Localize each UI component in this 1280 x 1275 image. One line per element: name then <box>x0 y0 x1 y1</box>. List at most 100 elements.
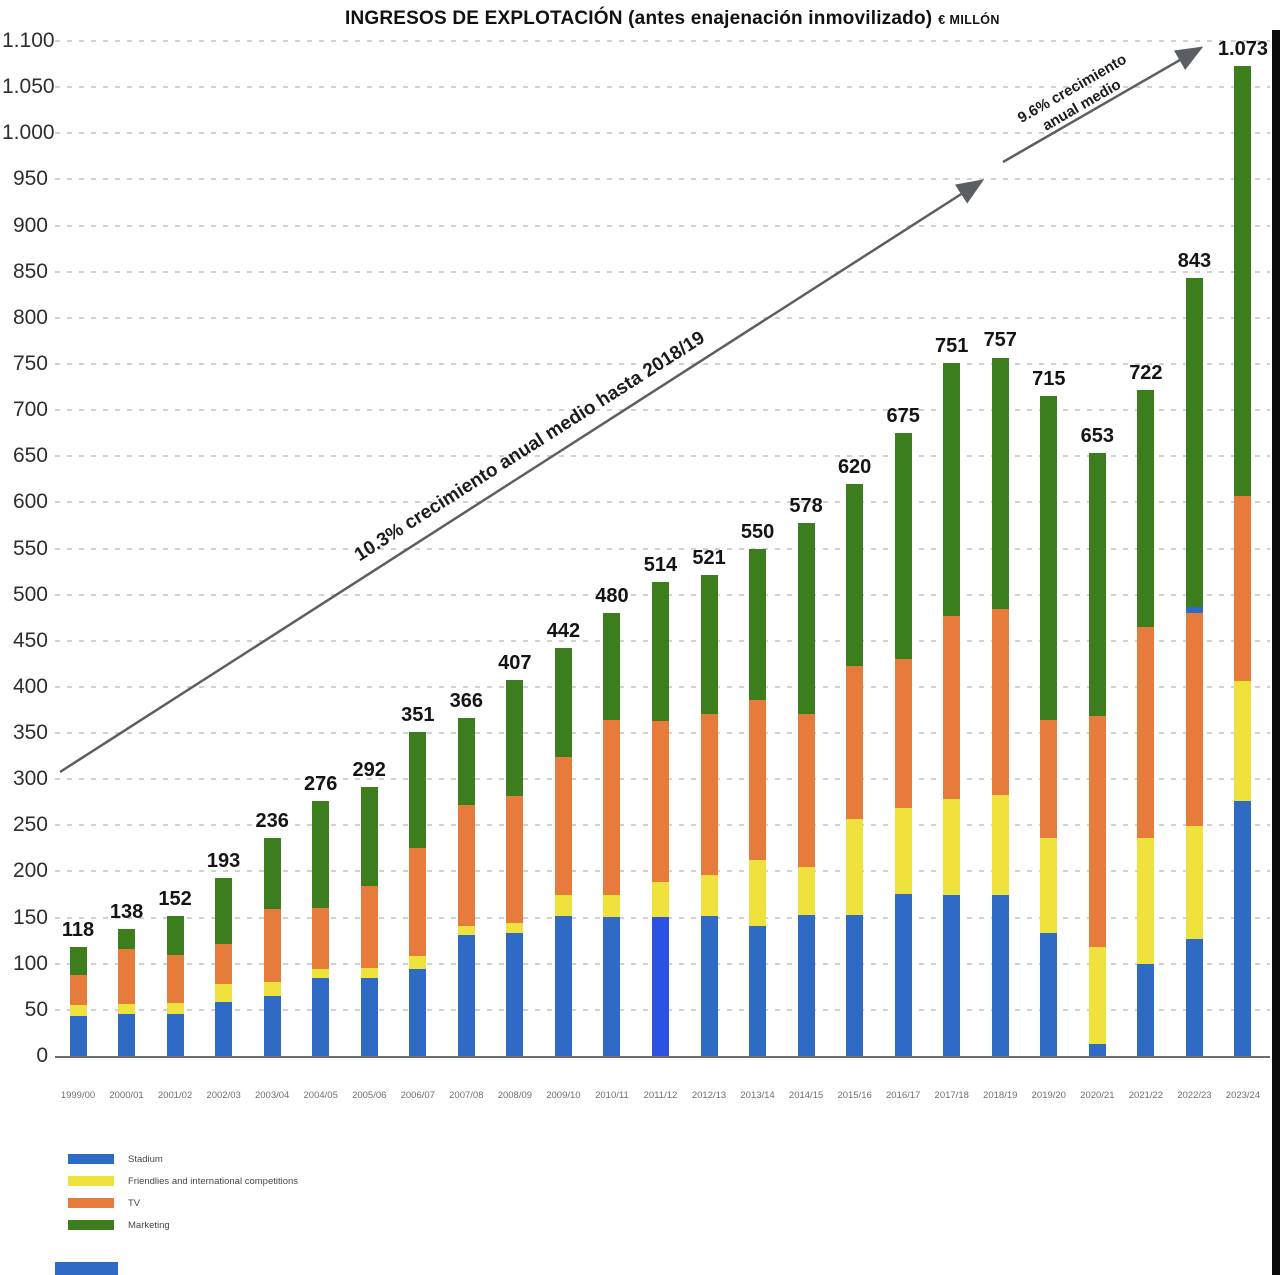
total-label-1999-00: 118 <box>61 919 95 942</box>
segment-stadium-2000-01 <box>118 1014 136 1056</box>
segment-stadium-2023-24 <box>1234 801 1252 1056</box>
segment-stadium-2002-03 <box>215 1001 233 1056</box>
segment-marketing-2008-09 <box>506 680 524 796</box>
segment-marketing-2012-13 <box>700 575 718 714</box>
bar-2016-17 <box>894 433 912 1056</box>
x-axis-label-2016-17: 2016/17 <box>886 1090 921 1101</box>
segment-marketing-2014-15 <box>797 522 815 714</box>
segment-marketing-2006-07 <box>409 732 427 849</box>
total-label-2002-03: 193 <box>206 849 241 872</box>
legend: Stadium Friendlies and international comp… <box>68 1148 298 1236</box>
bar-2023-24 <box>1234 65 1252 1056</box>
segment-tv-2013-14 <box>749 699 767 861</box>
x-axis-label-2008-09: 2008/09 <box>497 1090 533 1101</box>
legend-swatch-2 <box>68 1176 114 1186</box>
segment-friendlies-2020-21 <box>1088 947 1106 1044</box>
legend-label-1: Stadium <box>128 1153 163 1165</box>
bar-2006-07 <box>409 732 427 1056</box>
x-axis-label-2004-05: 2004/05 <box>303 1090 338 1101</box>
total-label-2019-20: 715 <box>1032 368 1066 391</box>
total-label-2013-14: 550 <box>740 520 775 543</box>
x-axis-label-2020-21: 2020/21 <box>1080 1090 1115 1101</box>
segment-tv-2004-05 <box>312 908 330 970</box>
segment-tv-2016-17 <box>894 659 912 808</box>
total-label-2023-24: 1.073 <box>1217 37 1268 60</box>
segment-tv-2005-06 <box>360 886 378 969</box>
legend-row-3: TV <box>68 1192 298 1214</box>
legend-row-4: Marketing <box>68 1214 298 1236</box>
x-axis-label-2018-19: 2018/19 <box>983 1090 1018 1101</box>
segment-marketing-2011-12 <box>651 581 669 722</box>
gridline-1.000 <box>55 132 1270 135</box>
gridline-800 <box>55 316 1270 319</box>
x-axis-label-2023-24: 2023/24 <box>1225 1090 1261 1101</box>
y-axis-label-900: 900 <box>12 213 48 237</box>
total-label-2014-15: 578 <box>789 494 823 517</box>
gridline-900 <box>55 224 1270 227</box>
x-axis-label-2021-22: 2021/22 <box>1128 1090 1164 1101</box>
total-label-2015-16: 620 <box>837 455 872 478</box>
segment-tv-2012-13 <box>700 713 718 876</box>
segment-stadium-1999-00 <box>69 1016 87 1056</box>
segment-friendlies-2018-19 <box>991 794 1009 896</box>
total-label-2007-08: 366 <box>449 690 483 713</box>
segment-marketing-2019-20 <box>1040 396 1058 721</box>
x-axis-label-2001-02: 2001/02 <box>157 1090 193 1101</box>
bar-2001-02 <box>166 915 184 1056</box>
x-axis-label-2006-07: 2006/07 <box>400 1090 435 1101</box>
total-label-2005-06: 292 <box>352 758 386 781</box>
segment-friendlies-2001-02 <box>166 1003 184 1014</box>
bar-2003-04 <box>263 838 281 1056</box>
legend-swatch-3 <box>68 1198 114 1208</box>
bar-2012-13 <box>700 575 718 1056</box>
segment-marketing-2015-16 <box>846 483 864 666</box>
y-axis-label-800: 800 <box>12 305 48 329</box>
legend-label-3: TV <box>128 1197 141 1209</box>
segment-marketing-2007-08 <box>457 718 475 806</box>
bar-2022-23 <box>1185 278 1203 1056</box>
segment-stadium-2011-12 <box>651 916 669 1056</box>
x-axis-label-2000-01: 2000/01 <box>109 1090 144 1101</box>
segment-marketing-2002-03 <box>215 877 233 945</box>
segment-tv-2017-18 <box>943 615 961 800</box>
segment-friendlies-2022-23 <box>1185 826 1203 939</box>
segment-stadium-2012-13 <box>700 915 718 1056</box>
y-axis-label-250: 250 <box>12 813 48 837</box>
segment-stadium_sliver-2022-23 <box>1185 606 1203 614</box>
segment-stadium-2019-20 <box>1040 933 1058 1056</box>
bar-2011-12 <box>651 581 669 1056</box>
legend-row-1: Stadium <box>68 1148 298 1170</box>
segment-stadium-2017-18 <box>943 895 961 1056</box>
segment-friendlies-1999-00 <box>69 1005 87 1017</box>
x-axis-label-2009-10: 2009/10 <box>546 1090 581 1101</box>
segment-stadium-2008-09 <box>506 933 524 1056</box>
x-axis-label-2014-15: 2014/15 <box>788 1090 824 1101</box>
x-axis-label-2002-03: 2002/03 <box>206 1090 241 1101</box>
segment-marketing-2003-04 <box>263 838 281 910</box>
total-label-2003-04: 236 <box>255 810 289 833</box>
segment-stadium-2016-17 <box>894 893 912 1056</box>
segment-tv-2006-07 <box>409 848 427 957</box>
segment-marketing-2020-21 <box>1088 453 1106 717</box>
bar-2007-08 <box>457 718 475 1056</box>
total-label-2020-21: 653 <box>1080 425 1115 448</box>
segment-tv-2015-16 <box>846 665 864 819</box>
segment-friendlies-2000-01 <box>118 1004 136 1015</box>
total-label-2010-11: 480 <box>595 585 629 608</box>
segment-marketing-2022-23 <box>1185 278 1203 607</box>
y-axis-label-750: 750 <box>12 351 48 375</box>
cropped-legend-swatch-fragment <box>55 1262 118 1275</box>
bar-2013-14 <box>749 548 767 1056</box>
segment-stadium-2022-23 <box>1185 938 1203 1056</box>
bar-2010-11 <box>603 613 621 1056</box>
chart-unit-label: € MILLÓN <box>938 13 1000 27</box>
segment-friendlies-2002-03 <box>215 984 233 1002</box>
segment-stadium-2021-22 <box>1137 963 1155 1056</box>
x-axis-label-1999-00: 1999/00 <box>60 1090 96 1101</box>
y-axis-label-400: 400 <box>12 674 48 698</box>
legend-swatch-1 <box>68 1154 114 1164</box>
y-axis-label-0: 0 <box>36 1044 48 1067</box>
segment-tv-2008-09 <box>506 795 524 924</box>
x-axis-label-2022-23: 2022/23 <box>1177 1090 1212 1101</box>
